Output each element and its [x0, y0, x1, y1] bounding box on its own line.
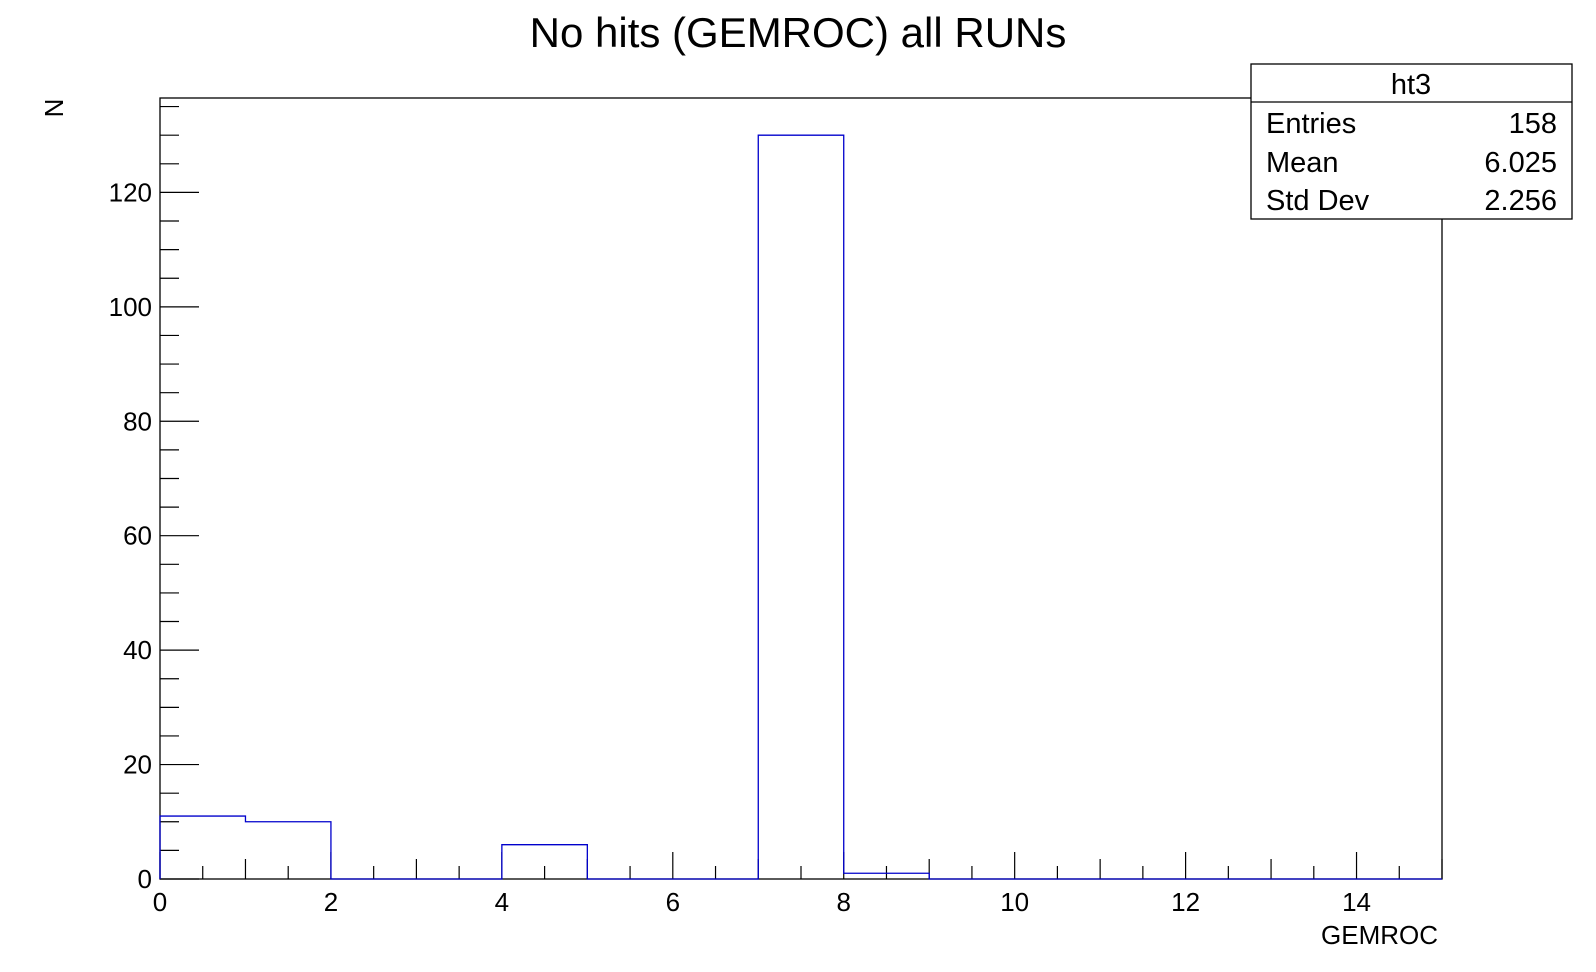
x-tick-label: 4: [495, 887, 509, 917]
stats-box-frame: [1250, 63, 1573, 220]
chart-title: No hits (GEMROC) all RUNs: [530, 9, 1067, 56]
x-tick-label: 8: [836, 887, 850, 917]
stats-mean-label: Mean: [1266, 147, 1339, 179]
histogram-outline: [159, 134, 1442, 880]
y-tick-label: 40: [123, 635, 152, 665]
stats-entries-label: Entries: [1266, 108, 1356, 140]
x-tick-label: 6: [666, 887, 680, 917]
y-tick-label: 120: [109, 177, 152, 207]
stats-box-name: ht3: [1391, 69, 1431, 101]
histogram-bar: [758, 135, 843, 879]
stats-mean-value: 6.025: [1484, 147, 1557, 179]
y-tick-label: 60: [123, 521, 152, 551]
x-tick-label: 10: [1000, 887, 1029, 917]
stats-stddev-value: 2.256: [1484, 185, 1557, 217]
x-tick-label: 2: [324, 887, 338, 917]
y-tick-label: 100: [109, 292, 152, 322]
y-axis-label-group: N: [39, 99, 69, 118]
stats-entries-value: 158: [1509, 108, 1557, 140]
stats-stddev-label: Std Dev: [1266, 185, 1370, 217]
plot-frame: [159, 97, 1443, 880]
y-axis-ticks: 0 20 40 60 80 100 120: [109, 105, 199, 894]
y-tick-label: 20: [123, 750, 152, 780]
x-tick-label: 12: [1171, 887, 1200, 917]
y-tick-label: 0: [138, 864, 152, 894]
stats-box: ht3 Entries 158 Mean 6.025 Std Dev 2.256: [1250, 63, 1573, 220]
y-tick-label: 80: [123, 406, 152, 436]
histogram-bins: [160, 135, 929, 879]
x-axis-ticks: 0 2 4 6 8 10 12 14: [153, 852, 1443, 917]
x-tick-label: 14: [1342, 887, 1371, 917]
y-axis-label: N: [39, 99, 69, 118]
x-tick-label: 0: [153, 887, 167, 917]
x-axis-label: GEMROC: [1321, 920, 1438, 950]
